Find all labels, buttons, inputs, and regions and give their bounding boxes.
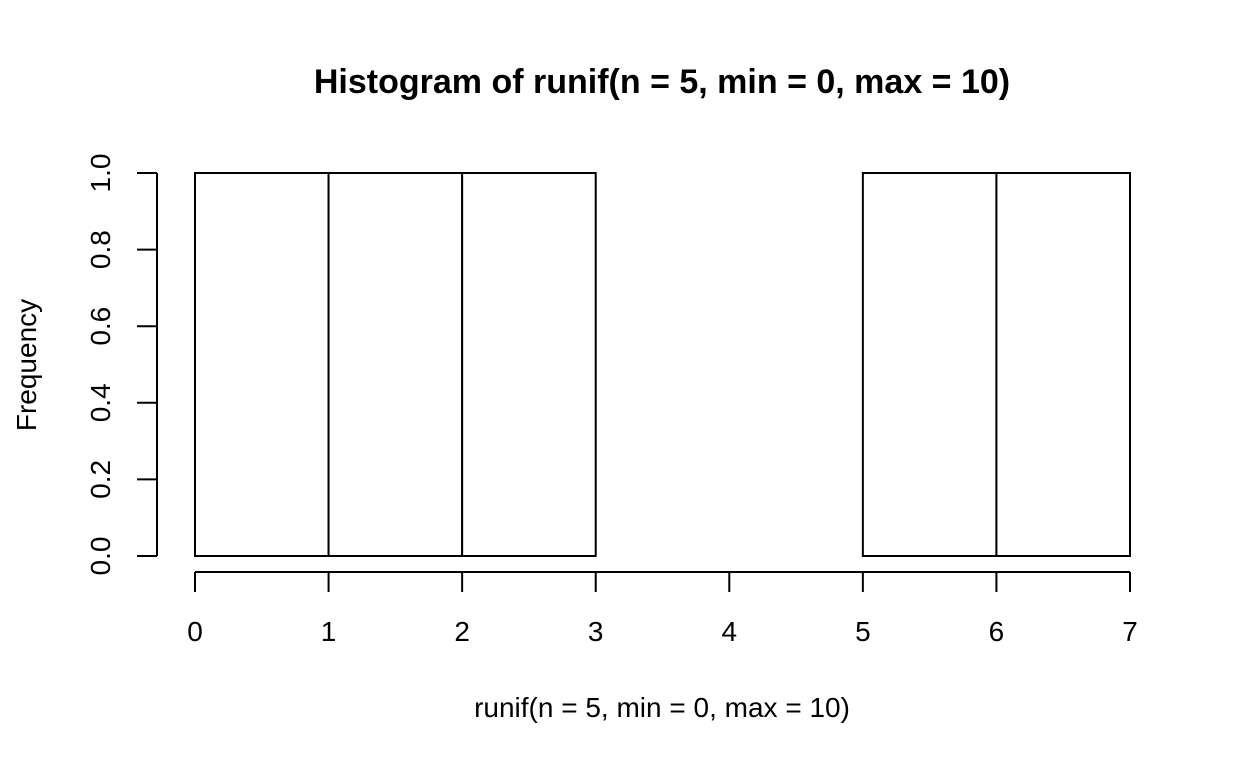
x-axis: 0 1 2 3 4 5 6 7 (187, 571, 1138, 647)
histogram-bar (461, 172, 597, 557)
x-tick-label: 3 (588, 616, 604, 647)
histogram-bar (995, 172, 1132, 557)
histogram-bar (194, 172, 330, 557)
x-tick-label: 4 (721, 616, 737, 647)
y-tick-label: 0.2 (85, 460, 116, 499)
histogram-bar (327, 172, 464, 557)
y-tick-label: 0.0 (85, 537, 116, 576)
x-tick-label: 7 (1122, 616, 1138, 647)
chart-title: Histogram of runif(n = 5, min = 0, max =… (314, 63, 1010, 101)
x-tick-label: 5 (855, 616, 871, 647)
x-tick-label: 6 (989, 616, 1005, 647)
y-axis-title: Frequency (11, 299, 42, 431)
x-tick-label: 2 (454, 616, 470, 647)
x-tick-label: 0 (187, 616, 203, 647)
x-tick-label: 1 (321, 616, 337, 647)
y-tick-label: 0.4 (85, 383, 116, 422)
y-tick-label: 0.6 (85, 307, 116, 346)
bars-group (194, 172, 1132, 557)
y-axis: 0.0 0.2 0.4 0.6 0.8 1.0 (85, 154, 158, 576)
y-tick-label: 0.8 (85, 230, 116, 269)
x-axis-title: runif(n = 5, min = 0, max = 10) (474, 692, 850, 723)
histogram-bar (861, 172, 998, 557)
y-tick-label: 1.0 (85, 154, 116, 193)
